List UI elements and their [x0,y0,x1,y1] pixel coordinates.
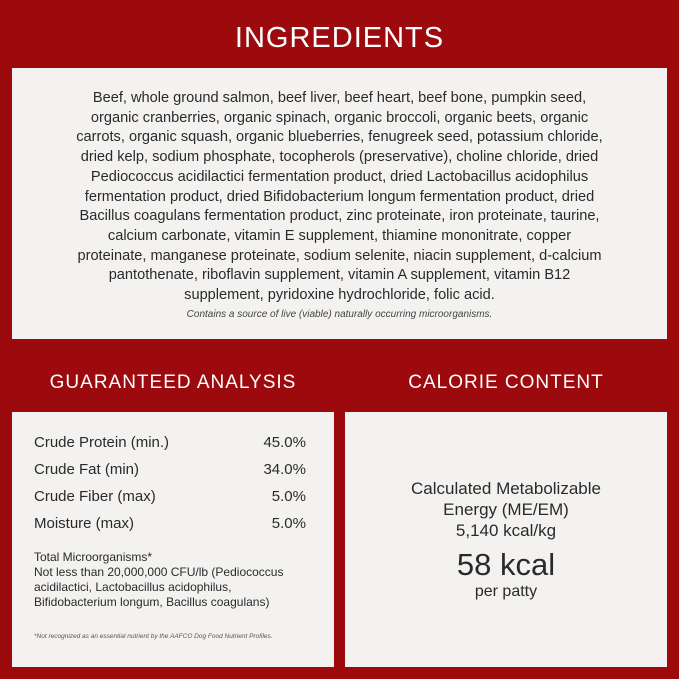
analysis-value: 5.0% [271,515,306,532]
per-patty-label: per patty [474,583,538,600]
ingredients-panel: Beef, whole ground salmon, beef liver, b… [12,68,667,339]
ingredients-line: fermentation product, dried Bifidobacter… [84,188,595,205]
analysis-row: Moisture (max) 5.0% [34,515,306,542]
probiotic-note: Contains a source of live (viable) natur… [186,308,493,320]
ingredients-line: proteinate, manganese proteinate, sodium… [77,247,602,264]
ingredients-line: calcium carbonate, vitamin E supplement,… [107,227,572,244]
calorie-line: Calculated Metabolizable [411,479,601,498]
analysis-title: GUARANTEED ANALYSIS [49,372,297,393]
analysis-row: Crude Fiber (max) 5.0% [34,488,306,515]
micro-line: Bifidobacterium longum, Bacillus coagula… [34,595,270,609]
micro-line: Total Microorganisms* [34,550,153,564]
analysis-label: Crude Protein (min.) [34,434,170,451]
aafco-footnote: *Not recognized as an essential nutrient… [34,633,273,640]
ingredients-line: Beef, whole ground salmon, beef liver, b… [92,90,587,106]
ingredients-line: carrots, organic squash, organic blueber… [76,129,603,146]
ingredients-line: dried kelp, sodium phosphate, tocopherol… [80,149,599,166]
micro-line: acidilactici, Lactobacillus acidophilus, [34,580,232,594]
analysis-row: Crude Fat (min) 34.0% [34,461,306,488]
ingredients-list: Beef, whole ground salmon, beef liver, b… [12,89,667,306]
ingredients-line: pantothenate, riboflavin supplement, vit… [108,267,571,284]
ingredients-line: Pediococcus acidilactici fermentation pr… [90,168,589,185]
calorie-per-kg: 5,140 kcal/kg [455,521,557,540]
micro-line: Not less than 20,000,000 CFU/lb (Pedioco… [34,565,284,579]
analysis-panel: Crude Protein (min.) 45.0% Crude Fat (min… [12,412,334,667]
analysis-value: 34.0% [263,461,306,478]
ingredients-line: supplement, pyridoxine hydrochloride, fo… [184,287,495,304]
ingredients-title: INGREDIENTS [234,22,445,54]
analysis-label: Crude Fat (min) [34,461,140,478]
ingredients-line: organic cranberries, organic spinach, or… [90,109,589,126]
ingredients-line: Bacillus coagulans fermentation product,… [79,208,600,225]
analysis-value: 45.0% [263,434,306,451]
calorie-panel: Calculated Metabolizable Energy (ME/EM) … [345,412,667,667]
analysis-value: 5.0% [271,488,306,505]
calorie-per-patty: 58 kcal [456,547,556,582]
analysis-label: Moisture (max) [34,515,135,532]
calorie-title: CALORIE CONTENT [408,372,604,393]
microorganisms-text: Total Microorganisms* Not less than 20,0… [34,550,306,610]
calorie-line: Energy (ME/EM) [443,500,569,519]
analysis-label: Crude Fiber (max) [34,488,156,505]
analysis-row: Crude Protein (min.) 45.0% [34,434,306,461]
